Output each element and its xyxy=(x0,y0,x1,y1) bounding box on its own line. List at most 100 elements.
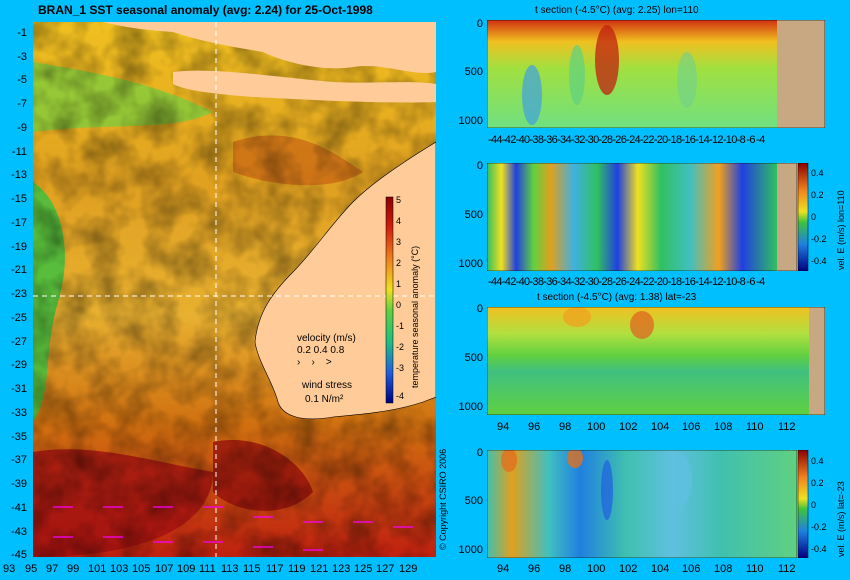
lat-tick: -11 xyxy=(11,146,27,158)
lat-tick: -23 xyxy=(11,288,27,300)
panel-4-ytick: 1000 xyxy=(458,544,483,556)
velocity-section-lat xyxy=(487,450,797,558)
velocity-section-lon xyxy=(487,163,797,271)
panel-1-ytick: 0 xyxy=(476,18,483,30)
panel-2-ytick: 1000 xyxy=(458,258,483,270)
map-colorbar-label: temperature seasonal anomaly (°C) xyxy=(410,245,420,388)
lon-tick: 103 xyxy=(110,563,129,575)
panel-3-title: t section (-4.5°C) (avg: 1.38) lat=-23 xyxy=(537,292,697,303)
lon-tick: 113 xyxy=(221,563,239,575)
panel-2-ytick: 0 xyxy=(476,160,483,172)
map-colorbar-tick: 4 xyxy=(396,216,402,226)
panel-3-ytick: 1000 xyxy=(458,401,483,413)
panel-4-colorbar-label: vel. E (m/s) lat=-23 xyxy=(836,481,846,557)
lat-tick: -5 xyxy=(17,74,27,86)
panel-4-colorbar xyxy=(798,450,809,558)
lat-tick: -15 xyxy=(11,193,27,205)
map-colorbar-tick: -3 xyxy=(396,363,405,373)
lon-tick: 99 xyxy=(67,563,80,575)
copyright-notice: © Copyright CSIRO 2006 xyxy=(438,448,448,550)
lat-tick: -21 xyxy=(11,264,27,276)
lat-tick: -27 xyxy=(11,336,27,348)
lat-tick: -7 xyxy=(17,98,27,110)
map-lat-axis: -1 -3 -5 -7 -9 -11 -13 -15 -17 -19 -21 -… xyxy=(0,22,33,562)
panel-4-cbtick: 0.4 xyxy=(811,456,824,466)
map-colorbar-tick: 1 xyxy=(396,279,402,289)
lon-tick: 115 xyxy=(243,563,261,575)
map-colorbar-tick: 2 xyxy=(396,258,402,268)
wind-stress-arrows xyxy=(53,506,413,551)
velocity-legend-label: velocity (m/s) xyxy=(297,333,356,344)
lon-tick: 111 xyxy=(199,563,216,575)
landmass-indonesia xyxy=(103,22,436,74)
map-title: BRAN_1 SST seasonal anomaly (avg: 2.24) … xyxy=(38,3,373,17)
panel-4-ytick: 500 xyxy=(464,495,483,507)
panel-2-cbtick: 0.4 xyxy=(811,168,824,178)
lon-tick: 107 xyxy=(155,563,174,575)
lon-tick: 121 xyxy=(310,563,329,575)
map-colorbar-tick: -1 xyxy=(396,321,405,331)
map-colorbar-tick: 0 xyxy=(396,300,402,310)
lon-tick: 129 xyxy=(399,563,418,575)
panel-4-xticks: 94 96 98 100 102 104 106 108 110 112 xyxy=(497,563,796,575)
lat-tick: -17 xyxy=(11,217,27,229)
lat-tick: -13 xyxy=(11,169,27,181)
lon-tick: 119 xyxy=(288,563,306,575)
lat-tick: -33 xyxy=(11,407,27,419)
lat-tick: -29 xyxy=(11,359,27,371)
lon-tick: 127 xyxy=(376,563,395,575)
map-lon-axis: 93 95 97 99 101 103 105 107 109 111 113 … xyxy=(0,563,440,579)
lat-tick: -37 xyxy=(11,454,27,466)
lon-tick: 93 xyxy=(3,563,16,575)
panel-2-cbtick: -0.4 xyxy=(811,256,827,266)
temperature-section-lon xyxy=(487,20,825,128)
panel-2-ytick: 500 xyxy=(464,209,483,221)
lat-tick: -39 xyxy=(11,478,27,490)
map-colorbar-tick: 5 xyxy=(396,195,402,205)
panel-2-colorbar-label: vel. E (m/s) lon=110 xyxy=(836,190,846,270)
panel-3-ytick: 0 xyxy=(476,303,483,315)
panel-4-cbtick: -0.4 xyxy=(811,544,827,554)
panel-2-cbtick: 0.2 xyxy=(811,190,824,200)
wind-legend-scale: 0.1 N/m² xyxy=(305,394,344,405)
panel-1-xticks: -44-42-40-38-36-34-32-30-28-26-24-22-20-… xyxy=(488,134,765,146)
panel-4-cbtick: -0.2 xyxy=(811,522,827,532)
map-colorbar-tick: -2 xyxy=(396,342,405,352)
lat-tick: -19 xyxy=(11,241,27,253)
panel-1-ytick: 1000 xyxy=(458,115,483,127)
lat-tick: -3 xyxy=(17,51,27,63)
lat-tick: -45 xyxy=(11,549,27,561)
lon-tick: 101 xyxy=(88,563,107,575)
panel-1-ytick: 500 xyxy=(464,66,483,78)
lat-tick: -25 xyxy=(11,312,27,324)
velocity-arrows-icon: › › > xyxy=(297,357,332,368)
panel-1-title: t section (-4.5°C) (avg: 2.25) lon=110 xyxy=(535,5,699,16)
map-colorbar-tick: -4 xyxy=(396,391,405,401)
panel-4-cbtick: 0 xyxy=(811,500,817,510)
lat-tick: -9 xyxy=(17,122,27,134)
panel-2-colorbar xyxy=(798,163,809,271)
lon-tick: 97 xyxy=(46,563,59,575)
lat-tick: -35 xyxy=(11,431,27,443)
landmass-java xyxy=(173,70,436,103)
panel-2-cbtick: 0 xyxy=(811,212,817,222)
map-colorbar-ticks: 5 4 3 2 1 0 -1 -2 -3 -4 xyxy=(396,195,408,405)
panel-4-cbtick: 0.2 xyxy=(811,478,824,488)
lon-tick: 105 xyxy=(132,563,151,575)
sst-anomaly-map xyxy=(33,22,436,557)
wind-legend-label: wind stress xyxy=(302,380,353,391)
lat-tick: -43 xyxy=(11,526,27,538)
velocity-legend-scale: 0.2 0.4 0.8 xyxy=(297,345,345,356)
panel-2-cbtick: -0.2 xyxy=(811,234,827,244)
panel-2-xticks: -44-42-40-38-36-34-32-30-28-26-24-22-20-… xyxy=(488,276,765,288)
lon-tick: 109 xyxy=(177,563,196,575)
lon-tick: 95 xyxy=(25,563,38,575)
lat-tick: -1 xyxy=(17,27,27,39)
lon-tick: 123 xyxy=(332,563,351,575)
temperature-section-lat xyxy=(487,307,825,415)
lon-tick: 125 xyxy=(354,563,373,575)
panel-4-ytick: 0 xyxy=(476,447,483,459)
lon-tick: 117 xyxy=(266,563,284,575)
map-colorbar-tick: 3 xyxy=(396,237,402,247)
panel-3-xticks: 94 96 98 100 102 104 106 108 110 112 xyxy=(497,421,796,433)
